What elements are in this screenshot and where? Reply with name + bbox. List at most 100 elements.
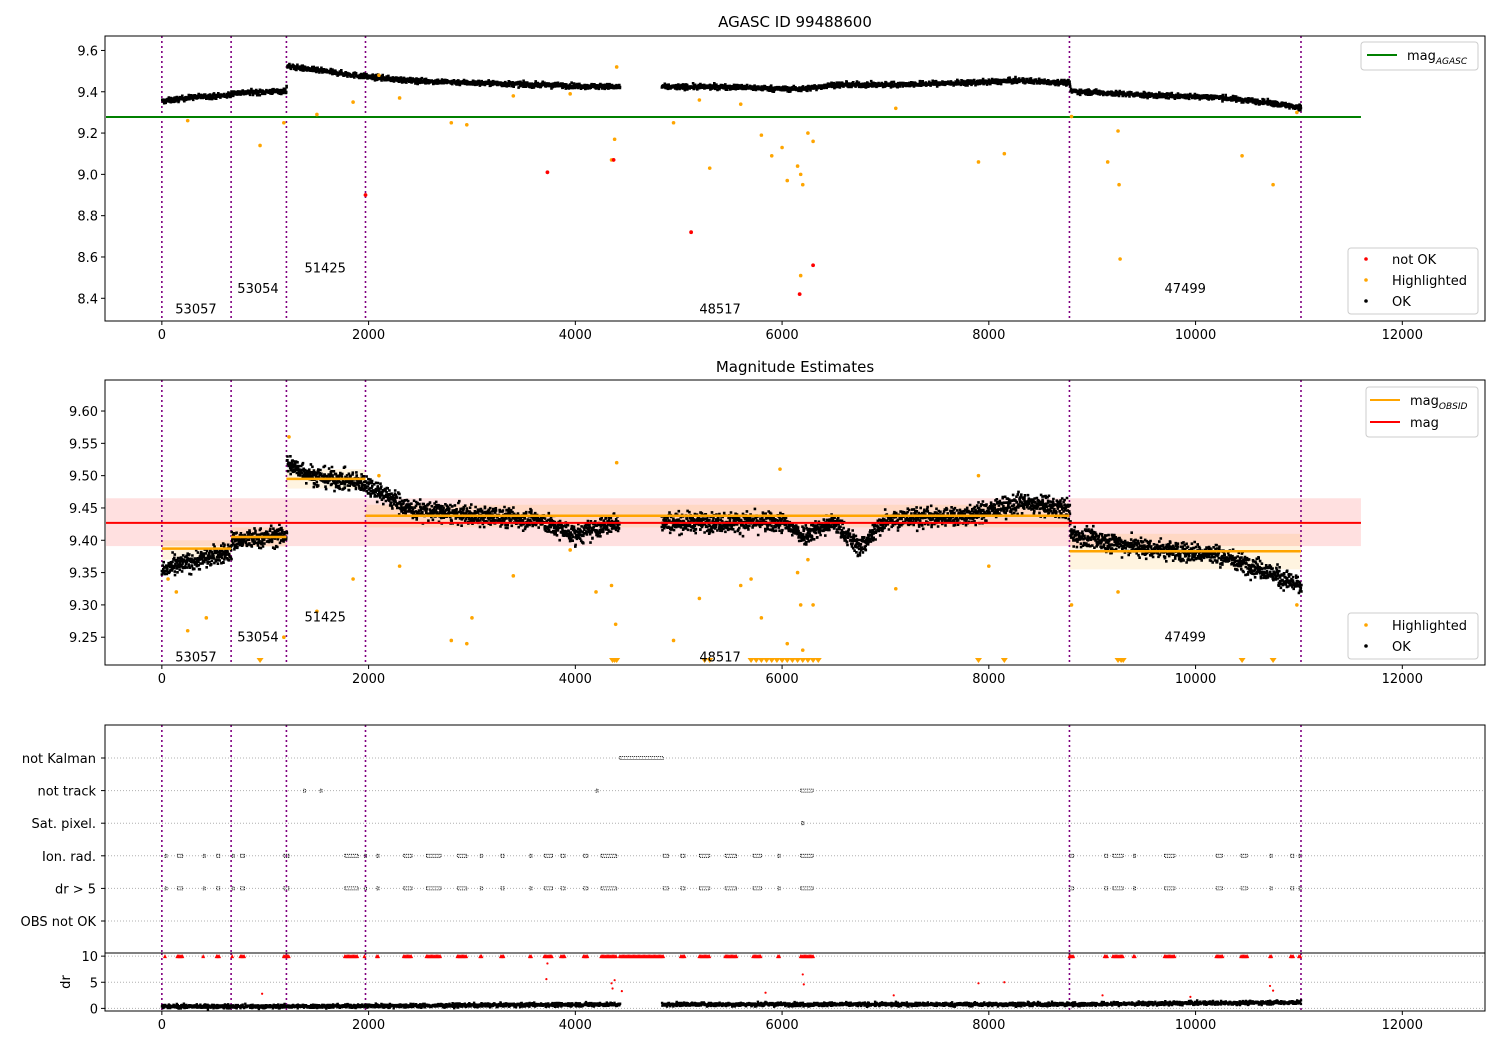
estimates-x-tick-label: 6000 — [766, 672, 799, 687]
agasc-highlighted-point — [795, 164, 800, 168]
flag-mark — [1298, 886, 1302, 891]
dr-x-tick-label: 12000 — [1382, 1018, 1423, 1033]
agasc-highlighted-point — [976, 160, 981, 164]
flag-row-label: dr > 5 — [55, 882, 96, 897]
estimates-highlighted-point — [377, 473, 381, 478]
agasc-highlighted-point — [780, 145, 784, 150]
flag-mark — [426, 886, 442, 891]
agasc-highlighted-point — [1117, 182, 1121, 187]
dr-capped-marker — [585, 954, 590, 959]
estimates-highlighted-point — [738, 583, 743, 588]
legend-obsid-subscript: OBSID — [1439, 402, 1468, 412]
off-scale-marker — [794, 658, 802, 663]
agasc-highlighted-point — [1105, 160, 1110, 164]
legend-label: OK — [1392, 295, 1411, 310]
estimates-highlighted-point — [470, 616, 474, 620]
dr-flagged-point — [611, 987, 614, 990]
agasc-y-tick-label: 9.4 — [77, 86, 98, 101]
flag-row-label: Sat. pixel. — [32, 817, 96, 832]
agasc-frame — [104, 35, 1486, 322]
estimates-y-tick-label: 9.45 — [69, 502, 98, 517]
estimates-highlighted-point — [568, 548, 572, 552]
flag-mark — [403, 853, 413, 858]
legend-label: Highlighted — [1392, 619, 1467, 634]
estimates-obsid-label: 53054 — [237, 631, 278, 646]
flag-mark — [500, 886, 505, 891]
dr-capped-marker — [201, 954, 206, 959]
dr-ok-points — [160, 999, 1303, 1011]
agasc-y-tick-label: 8.4 — [77, 292, 98, 307]
dr-capped-marker — [811, 954, 816, 959]
legend-agasc-subscript: AGASC — [1435, 57, 1468, 67]
flag-mark — [698, 853, 711, 858]
dr-capped-marker — [758, 954, 763, 959]
flag-mark — [319, 788, 323, 793]
off-scale-marker — [809, 658, 817, 663]
agasc-highlighted-point — [614, 65, 619, 69]
agasc-y-tick-label: 9.0 — [77, 168, 98, 183]
estimates-highlighted-point — [778, 467, 782, 471]
estimates-highlighted-point — [785, 641, 790, 646]
estimates-highlighted-point — [613, 622, 618, 627]
flag-mark — [202, 853, 206, 858]
magnitude-estimates-panel: Magnitude Estimates 53057 53054 51425 48517 4… — [69, 358, 1486, 687]
agasc-highlighted-point — [282, 120, 286, 125]
dr-flagged-point — [610, 982, 613, 985]
estimates-highlighted-point — [315, 609, 319, 614]
estimates-highlighted-point — [449, 638, 454, 643]
estimates-highlighted-point — [749, 577, 753, 581]
estimates-frame — [104, 379, 1486, 666]
flag-mark — [1104, 853, 1109, 858]
dr-capped-marker — [682, 954, 687, 959]
off-scale-marker — [778, 658, 786, 663]
estimates-highlighted-point — [987, 564, 991, 568]
estimates-highlighted-point — [811, 603, 815, 607]
flag-mark — [344, 886, 359, 891]
legend-mag-text: mag — [1407, 49, 1436, 64]
flag-mark — [801, 821, 805, 826]
off-scale-marker — [701, 658, 709, 663]
estimates-y-tick-label: 9.40 — [69, 534, 98, 549]
agasc-highlighted-point — [671, 120, 676, 125]
agasc-highlighted-point — [377, 73, 381, 78]
estimates-y-tick-label: 9.60 — [69, 405, 98, 420]
dr-flagged-point — [764, 991, 767, 994]
legend-label: OK — [1392, 640, 1411, 655]
estimates-highlighted-point — [795, 570, 800, 575]
flag-mark — [479, 886, 483, 891]
legend-box — [1347, 612, 1479, 660]
off-scale-marker — [763, 658, 771, 663]
off-scale-marker — [256, 658, 264, 663]
estimates-highlighted-point — [800, 648, 805, 652]
flag-mark — [231, 886, 235, 891]
agasc-highlighted-point — [893, 106, 898, 111]
estimates-highlighted-point — [204, 616, 209, 620]
flag-mark — [231, 853, 235, 858]
estimates-obsid-label: 48517 — [699, 651, 740, 666]
estimates-y-tick-label: 9.30 — [69, 599, 98, 614]
dr-flagged-point — [1003, 981, 1006, 984]
agasc-highlighted-point — [449, 120, 454, 125]
dr-flagged-point — [613, 979, 616, 982]
dr-flagged-point — [977, 982, 980, 985]
estimates-point-legend: Highlighted OK — [1347, 612, 1479, 660]
agasc-highlighted-point — [800, 182, 805, 187]
dr-capped-marker — [1220, 954, 1225, 959]
flag-mark — [752, 853, 762, 858]
agasc-obsid-label: 53054 — [237, 282, 278, 297]
off-scale-marker — [814, 658, 822, 663]
agasc-not-ok-point — [689, 230, 694, 235]
flag-mark — [1215, 886, 1223, 891]
agasc-line-legend: magAGASC — [1360, 41, 1479, 71]
flag-mark — [724, 886, 737, 891]
legend-label: Highlighted — [1392, 274, 1467, 289]
off-scale-marker — [752, 658, 760, 663]
flag-mark — [583, 886, 589, 891]
flag-mark — [529, 886, 533, 891]
estimates-highlighted-point — [798, 603, 803, 607]
estimates-x-tick-label: 12000 — [1382, 672, 1423, 687]
flag-mark — [619, 756, 664, 760]
off-scale-marker — [706, 658, 714, 663]
dr-flagged-point — [892, 994, 895, 997]
flags-panel: not Kalman not track Sat. pixel. Ion. rad. d… — [21, 724, 1486, 954]
